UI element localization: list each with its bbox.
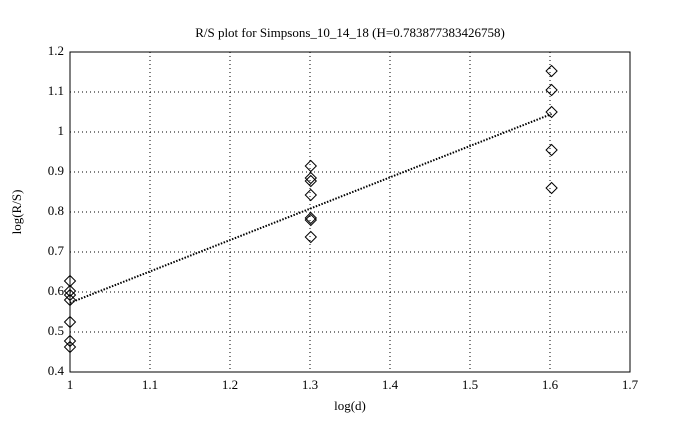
data-point: [545, 105, 558, 119]
data-point: [304, 174, 318, 188]
data-point: [545, 83, 558, 97]
data-point: [63, 288, 77, 302]
x-tick-label: 1: [67, 377, 74, 392]
fit-line: [69, 113, 552, 304]
x-tick-label: 1.1: [142, 377, 158, 392]
data-point: [545, 64, 558, 78]
y-axis-label: log(R/S): [9, 190, 24, 235]
data-point: [63, 340, 77, 354]
y-tick-label: 0.5: [48, 323, 64, 338]
data-point: [304, 211, 318, 225]
x-tick-label: 1.5: [462, 377, 478, 392]
y-tick-label: 0.8: [48, 203, 64, 218]
data-point: [63, 334, 77, 348]
data-point: [63, 293, 77, 307]
data-point: [304, 159, 318, 173]
y-tick-label: 1: [58, 123, 65, 138]
x-axis-label: log(d): [334, 398, 366, 413]
x-tick-label: 1.4: [382, 377, 399, 392]
data-point: [545, 143, 558, 157]
data-point: [63, 315, 77, 329]
x-tick-label: 1.3: [302, 377, 318, 392]
data-point: [545, 181, 558, 195]
y-tick-label: 0.9: [48, 163, 64, 178]
y-tick-label: 1.2: [48, 43, 64, 58]
data-point: [63, 274, 77, 288]
data-point: [304, 171, 318, 185]
x-tick-label: 1.2: [222, 377, 238, 392]
data-point: [304, 213, 318, 227]
data-point: [304, 230, 318, 244]
y-tick-label: 1.1: [48, 83, 64, 98]
data-point: [63, 284, 77, 298]
data-point: [304, 188, 318, 202]
x-tick-label: 1.7: [622, 377, 639, 392]
chart-title: R/S plot for Simpsons_10_14_18 (H=0.7838…: [195, 25, 505, 40]
x-tick-label: 1.6: [542, 377, 559, 392]
y-tick-label: 0.4: [48, 363, 65, 378]
y-tick-label: 0.6: [48, 283, 65, 298]
y-tick-label: 0.7: [48, 243, 65, 258]
